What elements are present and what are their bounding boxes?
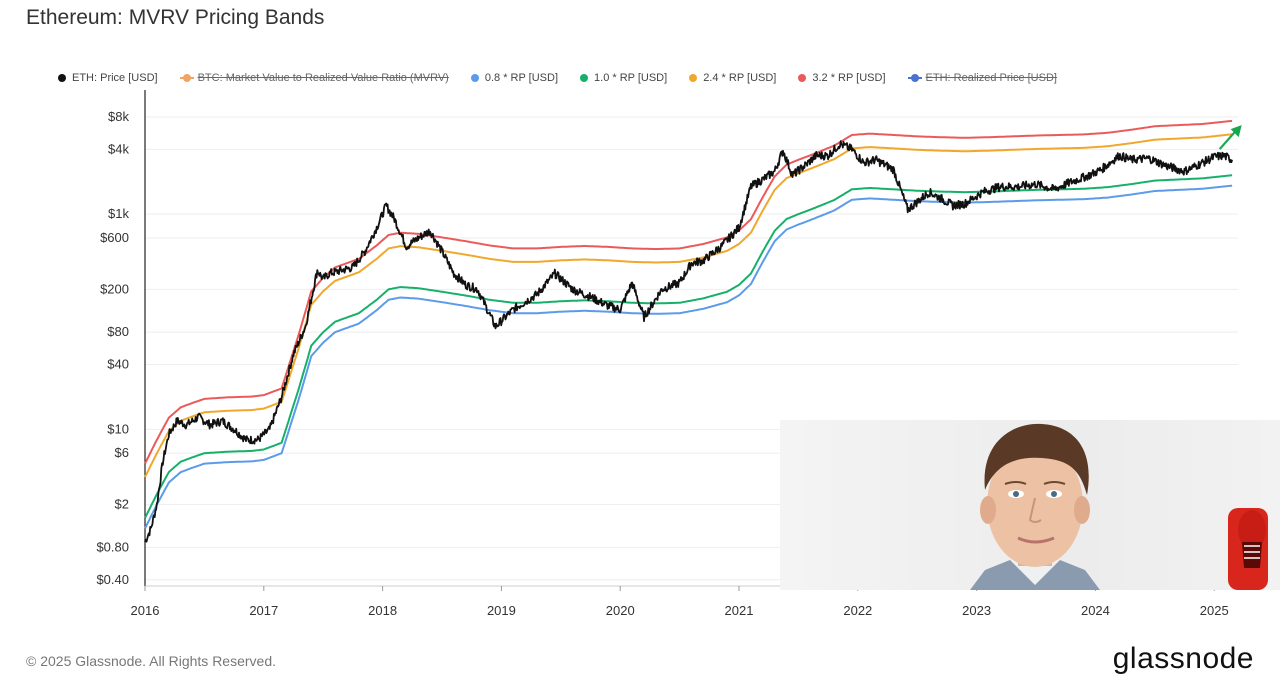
- legend-label: BTC: Market Value to Realized Value Rati…: [197, 72, 449, 84]
- trend-arrow: [1218, 130, 1237, 150]
- legend-item-2[interactable]: 0.8 * RP [USD]: [470, 72, 559, 84]
- series-line-3: [144, 133, 1233, 478]
- legend-swatch-icon: [58, 74, 66, 82]
- series-line-4: [144, 119, 1233, 465]
- legend-label: 0.8 * RP [USD]: [484, 72, 559, 84]
- legend-swatch-icon: [580, 74, 589, 82]
- y-tick-label: $10: [107, 421, 129, 436]
- x-tick-label: 2021: [725, 603, 754, 618]
- y-tick-label: $8k: [108, 109, 129, 124]
- legend-swatch-icon: [179, 74, 194, 82]
- trend-arrow-head-icon: [1230, 125, 1242, 138]
- x-tick-label: 2024: [1081, 603, 1110, 618]
- legend-label: 1.0 * RP [USD]: [594, 72, 668, 84]
- copyright-text: © 2025 Glassnode. All Rights Reserved.: [26, 653, 277, 669]
- legend-label: 3.2 * RP [USD]: [812, 72, 886, 84]
- x-tick-label: 2017: [249, 603, 278, 618]
- chart-canvas: $8k $4k $1k $600 $200 $80 $40 $10 $6 $2 $0.80 $0.40…: [96, 90, 1242, 618]
- y-tick-label: $80: [107, 324, 129, 339]
- y-tick-label: $40: [107, 357, 129, 372]
- legend-item-4[interactable]: 2.4 * RP [USD]: [689, 72, 776, 84]
- person-photo-overlay: [780, 420, 1280, 590]
- legend-item-0[interactable]: ETH: Price [USD]: [58, 72, 158, 84]
- x-tick-label: 2016: [131, 603, 160, 618]
- x-tick-label: 2018: [368, 603, 397, 618]
- brand-logo: glassnode: [1112, 642, 1254, 675]
- legend-swatch-icon: [907, 74, 922, 82]
- y-tick-label: $2: [115, 497, 129, 512]
- legend-swatch-icon: [798, 74, 807, 82]
- legend-swatch-icon: [689, 74, 698, 82]
- y-tick-label: $4k: [108, 141, 129, 156]
- y-tick-label: $0.40: [96, 572, 129, 587]
- legend-item-3[interactable]: 1.0 * RP [USD]: [580, 72, 667, 84]
- series-line-1: [144, 184, 1233, 529]
- legend-item-6[interactable]: ETH: Realized Price [USD]: [907, 72, 1057, 84]
- legend-item-5[interactable]: 3.2 * RP [USD]: [798, 72, 886, 84]
- x-tick-label: 2022: [843, 603, 872, 618]
- x-tick-label: 2019: [487, 603, 516, 618]
- chart-legend: ETH: Price [USD] BTC: Market Value to Rea…: [58, 72, 1260, 84]
- legend-swatch-icon: [470, 74, 479, 82]
- y-tick-label: $0.80: [96, 539, 129, 554]
- x-tick-label: 2020: [606, 603, 635, 618]
- y-tick-label: $6: [115, 445, 129, 460]
- y-tick-label: $200: [100, 281, 129, 296]
- chart-title: Ethereum: MVRV Pricing Bands: [26, 6, 325, 29]
- series-line-price: [144, 140, 1233, 543]
- person-illustration: [970, 423, 1268, 590]
- y-tick-label: $600: [100, 230, 129, 245]
- legend-label: ETH: Realized Price [USD]: [925, 72, 1057, 84]
- legend-label: ETH: Price [USD]: [72, 72, 158, 84]
- legend-label: 2.4 * RP [USD]: [703, 72, 777, 84]
- y-tick-label: $1k: [108, 206, 129, 221]
- legend-item-1[interactable]: BTC: Market Value to Realized Value Rati…: [179, 72, 449, 84]
- x-tick-label: 2025: [1200, 603, 1229, 618]
- x-tick-label: 2023: [962, 603, 991, 618]
